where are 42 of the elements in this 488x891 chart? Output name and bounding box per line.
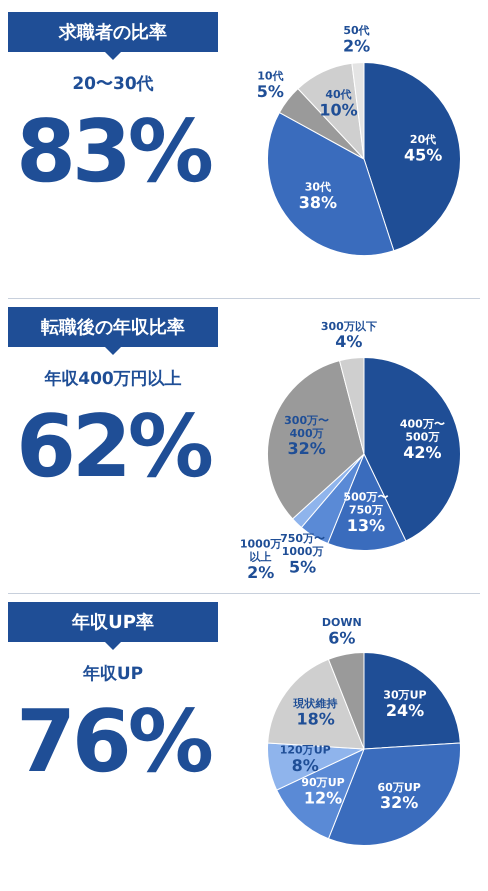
text: 62% (15, 397, 212, 497)
data-label: 12% (304, 788, 342, 808)
data-label: 5% (288, 557, 316, 576)
data-label: 4% (335, 332, 362, 352)
data-label: 8% (292, 756, 319, 775)
data-label: 42% (403, 442, 442, 462)
data-label: 2% (342, 36, 370, 56)
data-label: 32% (380, 793, 418, 812)
text: 年収400万円以上 (43, 368, 183, 390)
slice-label: 60万UP (378, 780, 421, 794)
slice-label: 400万〜500万 (400, 418, 445, 444)
text: 76% (15, 692, 212, 792)
text: 求職者の比率 (8, 12, 218, 52)
data-label: 38% (298, 192, 338, 212)
slice-label: 120万UP (280, 744, 331, 757)
slice-label: 300万以下 (320, 320, 377, 333)
slice-label: 現状維持 (292, 697, 338, 710)
text: 年収UP率 (8, 602, 218, 642)
data-label: 13% (346, 516, 386, 535)
slice-label: 50代 (343, 24, 370, 38)
slice-label: 90万UP (301, 776, 345, 789)
slice-label: DOWN (322, 616, 362, 629)
slice-label: 20代 (410, 133, 436, 146)
text: 20〜30代 (71, 73, 155, 95)
slice-label: 1000万以上 (240, 538, 282, 564)
slice-label: 40代 (325, 88, 352, 102)
slice-label: 750万〜1000万 (280, 532, 326, 558)
text: 年収UP (82, 663, 144, 685)
text: 83% (15, 102, 212, 202)
data-label: 10% (319, 100, 358, 120)
data-label: 2% (247, 562, 274, 582)
data-label: 18% (296, 709, 335, 728)
data-label: 32% (287, 439, 326, 458)
data-label: 24% (386, 701, 424, 720)
data-label: 45% (404, 145, 442, 164)
slice-label: 10代 (257, 70, 284, 83)
chart-title: 転職後の年収比率 (8, 307, 218, 347)
slice-label: 30代 (304, 180, 332, 194)
data-label: 5% (256, 82, 284, 102)
data-label: 6% (328, 628, 356, 648)
slice-label: 30万UP (383, 688, 427, 702)
slice-label: 300万〜400万 (284, 414, 330, 440)
